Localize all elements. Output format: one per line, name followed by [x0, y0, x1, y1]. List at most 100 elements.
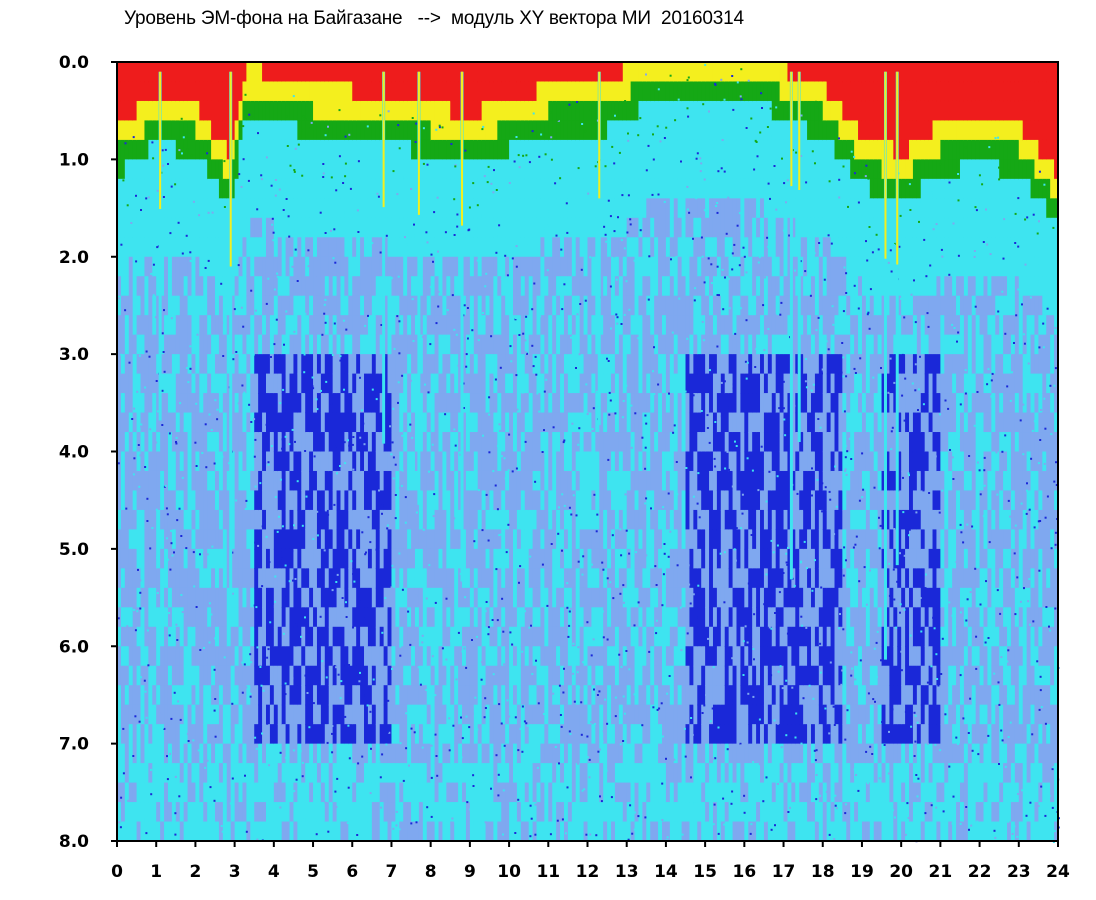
heatmap-cell	[207, 685, 212, 706]
heatmap-cell	[583, 62, 589, 83]
heatmap-cell	[560, 470, 565, 492]
heatmap-cell	[175, 412, 181, 433]
heatmap-cell	[579, 626, 585, 647]
heatmap-cell	[489, 217, 494, 238]
heatmap-cell	[124, 802, 130, 823]
heatmap-cell	[505, 100, 510, 122]
heatmap-cell	[501, 704, 506, 725]
heatmap-cell	[399, 568, 404, 589]
heatmap-cell	[505, 607, 510, 628]
heatmap-cell	[164, 217, 169, 238]
heatmap-cell	[140, 393, 146, 414]
heatmap-cell	[407, 470, 412, 492]
heatmap-cell	[281, 626, 287, 647]
heatmap-cell	[320, 295, 326, 316]
heatmap-cell	[560, 509, 565, 531]
heatmap-cell	[595, 178, 600, 199]
heatmap-cell	[144, 139, 149, 160]
heatmap-cell	[352, 529, 357, 550]
heatmap-cell	[352, 120, 357, 141]
heatmap-cell	[215, 120, 220, 141]
heatmap-cell	[309, 685, 314, 706]
heatmap-cell	[297, 432, 302, 453]
heatmap-cell	[599, 626, 604, 647]
heatmap-cell	[493, 198, 498, 219]
heatmap-cell	[277, 159, 283, 180]
heatmap-cell	[599, 782, 604, 803]
heatmap-cell	[501, 646, 506, 667]
heatmap-cell	[430, 470, 436, 492]
heatmap-cell	[309, 256, 314, 277]
heatmap-cell	[434, 100, 440, 122]
heatmap-cell	[309, 354, 314, 375]
heatmap-cell	[516, 685, 522, 706]
heatmap-cell	[403, 529, 408, 550]
heatmap-cell	[360, 334, 365, 355]
heatmap-cell	[524, 587, 530, 608]
heatmap-cell	[183, 782, 189, 803]
heatmap-cell	[273, 490, 279, 511]
heatmap-cell	[324, 490, 330, 511]
heatmap-cell	[281, 217, 287, 238]
heatmap-cell	[140, 178, 146, 199]
heatmap-cell	[520, 607, 526, 628]
heatmap-cell	[191, 587, 197, 608]
heatmap-cell	[516, 470, 522, 492]
heatmap-cell	[414, 704, 420, 725]
heatmap-cell	[320, 412, 326, 433]
heatmap-cell	[422, 139, 428, 160]
heatmap-cell	[509, 470, 514, 492]
heatmap-cell	[140, 646, 146, 667]
heatmap-cell	[128, 587, 134, 608]
heatmap-cell	[462, 529, 467, 550]
heatmap-cell	[493, 100, 498, 122]
heatmap-cell	[352, 724, 357, 745]
heatmap-cell	[587, 490, 593, 511]
heatmap-cell	[313, 685, 318, 706]
heatmap-cell	[356, 354, 361, 375]
heatmap-cell	[336, 393, 342, 414]
heatmap-cell	[575, 821, 581, 842]
heatmap-cell	[367, 315, 373, 336]
heatmap-cell	[489, 120, 494, 141]
heatmap-cell	[344, 198, 349, 219]
heatmap-cell	[438, 509, 444, 531]
heatmap-cell	[469, 159, 475, 180]
heatmap-cell	[160, 490, 165, 511]
heatmap-cell	[328, 334, 334, 355]
heatmap-cell	[560, 724, 565, 745]
heatmap-cell	[556, 62, 561, 83]
heatmap-cell	[289, 393, 295, 414]
heatmap-cell	[164, 393, 169, 414]
heatmap-cell	[426, 704, 432, 725]
heatmap-cell	[332, 393, 338, 414]
heatmap-cell	[371, 159, 377, 180]
heatmap-cell	[128, 315, 134, 336]
heatmap-cell	[540, 373, 545, 394]
heatmap-cell	[246, 295, 251, 316]
heatmap-cell	[179, 373, 185, 394]
heatmap-cell	[320, 763, 326, 784]
heatmap-cell	[305, 315, 310, 336]
heatmap-cell	[203, 354, 208, 375]
heatmap-cell	[414, 451, 420, 472]
heatmap-cell	[352, 295, 357, 316]
heatmap-cell	[265, 782, 271, 803]
heatmap-cell	[262, 763, 267, 784]
heatmap-cell	[509, 81, 514, 102]
heatmap-cell	[571, 665, 577, 686]
heatmap-cell	[462, 685, 467, 706]
heatmap-cell	[120, 685, 126, 706]
heatmap-cell	[454, 821, 459, 842]
heatmap-cell	[556, 81, 561, 102]
heatmap-cell	[207, 198, 212, 219]
heatmap-cell	[285, 451, 291, 472]
heatmap-cell	[548, 198, 553, 219]
heatmap-cell	[454, 120, 459, 141]
heatmap-cell	[422, 646, 428, 667]
heatmap-cell	[152, 100, 157, 122]
heatmap-cell	[473, 646, 479, 667]
heatmap-cell	[489, 100, 494, 122]
heatmap-cell	[399, 237, 404, 258]
heatmap-cell	[234, 256, 240, 277]
